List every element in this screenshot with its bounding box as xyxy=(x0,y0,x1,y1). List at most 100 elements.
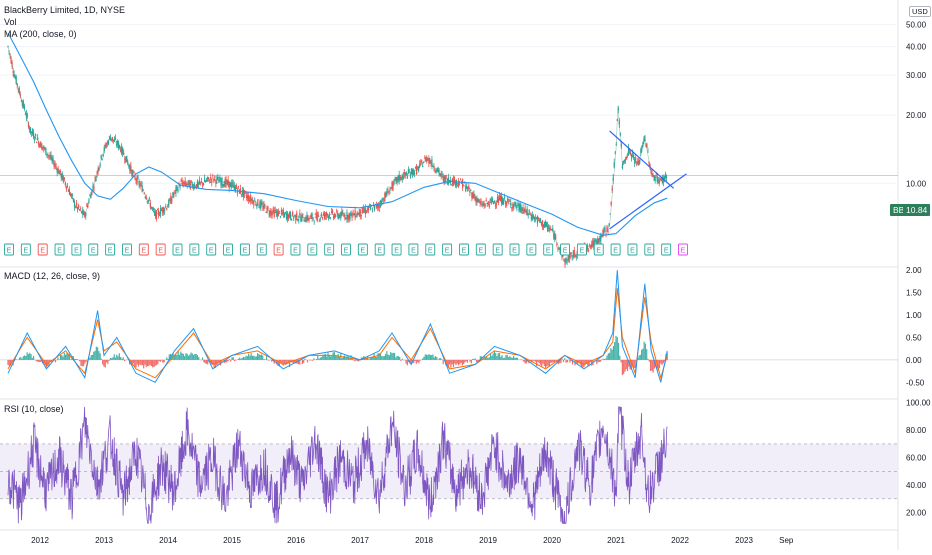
earnings-marker: E xyxy=(122,244,131,255)
macd-histogram-bar xyxy=(623,360,624,374)
candle-body xyxy=(299,213,300,215)
macd-histogram-bar xyxy=(55,360,56,362)
earnings-marker-label: E xyxy=(462,248,467,255)
candle-body xyxy=(658,180,659,182)
candle-body xyxy=(222,185,223,186)
earnings-marker-label: E xyxy=(24,248,29,255)
macd-histogram-bar xyxy=(565,360,566,363)
candle-body xyxy=(36,142,37,143)
candle-body xyxy=(362,208,363,214)
candle-body xyxy=(75,207,76,208)
macd-histogram-bar xyxy=(147,360,148,366)
candle-body xyxy=(435,171,436,173)
macd-histogram-bar xyxy=(507,355,508,360)
macd-histogram-bar xyxy=(429,354,430,360)
macd-histogram-bar xyxy=(394,353,395,360)
candle-body xyxy=(272,212,273,215)
macd-histogram-bar xyxy=(32,358,33,360)
macd-signal-line xyxy=(8,288,667,378)
candle-body xyxy=(538,218,539,219)
macd-histogram-bar xyxy=(156,360,157,365)
macd-histogram-bar xyxy=(233,357,234,360)
macd-histogram-bar xyxy=(462,360,463,365)
time-tick-label: 2018 xyxy=(415,536,433,545)
candle-body xyxy=(576,256,577,257)
vol-indicator-label[interactable]: Vol xyxy=(4,17,17,27)
macd-histogram-bar xyxy=(431,355,432,360)
macd-histogram-bar xyxy=(244,357,245,359)
macd-histogram-bar xyxy=(231,357,232,360)
macd-histogram-bar xyxy=(284,360,285,364)
time-tick-label: 2017 xyxy=(351,536,369,545)
candle-body xyxy=(291,219,292,221)
macd-histogram-bar xyxy=(541,360,542,367)
price-tick-label: 40.00 xyxy=(906,43,927,52)
macd-histogram-bar xyxy=(151,360,152,366)
macd-histogram-bar xyxy=(650,360,651,371)
macd-tick-label: 1.00 xyxy=(906,311,922,320)
candle-body xyxy=(237,190,238,194)
candle-body xyxy=(332,210,333,213)
macd-histogram-bar xyxy=(239,358,240,360)
earnings-marker: E xyxy=(611,244,620,255)
macd-histogram-bar xyxy=(247,356,248,360)
earnings-marker-label: E xyxy=(512,248,517,255)
candle-body xyxy=(137,177,138,178)
macd-tick-label: 0.50 xyxy=(906,333,922,342)
macd-histogram-bar xyxy=(457,360,458,364)
earnings-marker: E xyxy=(5,244,14,255)
ma-indicator-label[interactable]: MA (200, close, 0) xyxy=(4,29,77,39)
macd-histogram-bar xyxy=(303,360,304,363)
rsi-indicator-label[interactable]: RSI (10, close) xyxy=(4,404,64,414)
macd-histogram-bar xyxy=(393,353,394,360)
macd-histogram-bar xyxy=(64,353,65,360)
macd-histogram-bar xyxy=(622,360,623,375)
macd-histogram-bar xyxy=(391,353,392,360)
currency-label[interactable]: USD xyxy=(909,6,931,17)
candle-body xyxy=(277,210,278,216)
candle-body xyxy=(109,136,110,137)
earnings-marker: E xyxy=(510,244,519,255)
earnings-marker-label: E xyxy=(495,248,500,255)
earnings-marker: E xyxy=(224,244,233,255)
macd-histogram-bar xyxy=(100,353,101,360)
candle-body xyxy=(192,184,193,187)
macd-histogram-bar xyxy=(443,360,444,364)
macd-histogram-bar xyxy=(249,356,250,360)
macd-histogram-bar xyxy=(471,360,472,363)
candle-body xyxy=(169,199,170,201)
candle-body xyxy=(358,214,359,215)
macd-histogram-bar xyxy=(464,360,465,363)
macd-histogram-bar xyxy=(425,355,426,360)
candle-body xyxy=(179,186,180,187)
earnings-marker: E xyxy=(409,244,418,255)
macd-histogram-bar xyxy=(434,357,435,360)
macd-histogram-bar xyxy=(260,355,261,360)
price-tick-label: 10.00 xyxy=(906,179,927,188)
macd-histogram-bar xyxy=(257,353,258,360)
macd-histogram-bar xyxy=(385,354,386,360)
candle-body xyxy=(460,179,461,180)
candle-body xyxy=(326,212,327,216)
macd-histogram-bar xyxy=(157,360,158,364)
macd-histogram-bar xyxy=(618,343,619,360)
macd-histogram-bar xyxy=(469,360,470,362)
candle-body xyxy=(46,154,47,155)
price-tick-label: 20.00 xyxy=(906,111,927,120)
earnings-marker-label: E xyxy=(445,248,450,255)
earnings-marker: E xyxy=(577,244,586,255)
candle-body xyxy=(301,215,302,221)
earnings-marker-label: E xyxy=(344,248,349,255)
macd-histogram-bar xyxy=(109,360,110,361)
candle-body xyxy=(470,190,471,191)
earnings-marker: E xyxy=(594,244,603,255)
candle-body xyxy=(432,166,433,167)
macd-histogram-bar xyxy=(395,357,396,360)
time-tick-label: 2014 xyxy=(159,536,177,545)
macd-indicator-label[interactable]: MACD (12, 26, close, 9) xyxy=(4,271,100,281)
candle-body xyxy=(208,177,209,179)
ma-200-line xyxy=(8,33,667,235)
candle-body xyxy=(532,214,533,220)
